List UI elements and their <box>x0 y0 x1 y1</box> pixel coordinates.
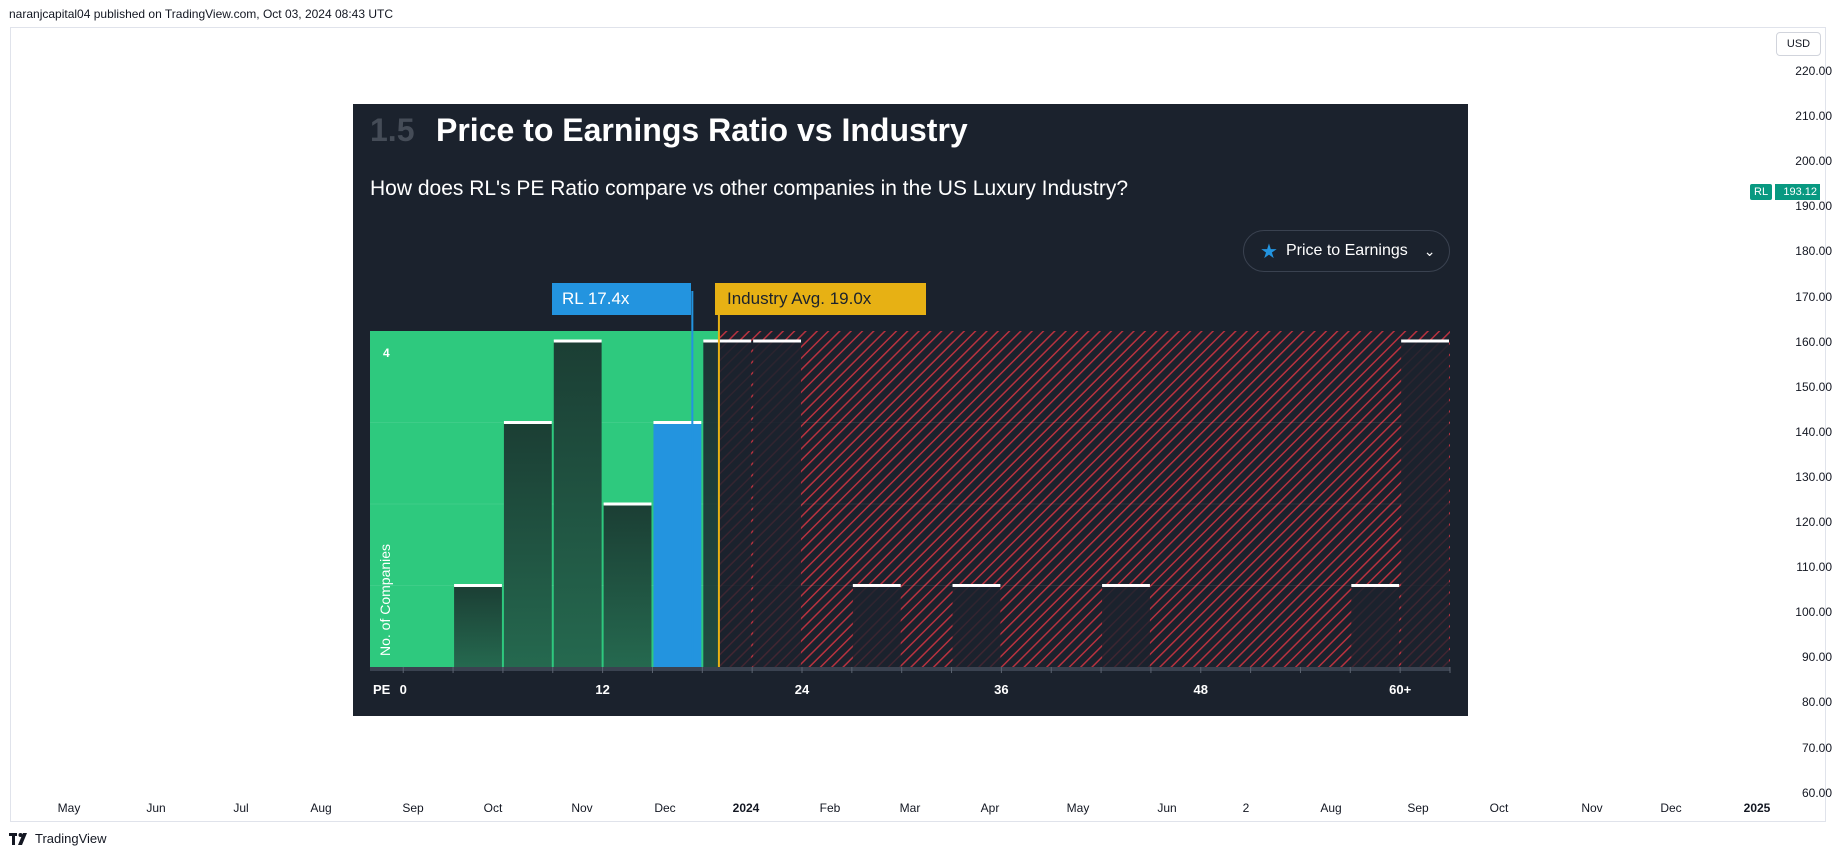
histogram-bar <box>1401 341 1449 667</box>
time-tick: Oct <box>483 801 503 815</box>
price-tick: 190.00 <box>1795 199 1832 214</box>
price-tick: 110.00 <box>1796 560 1832 575</box>
price-tick: 200.00 <box>1795 154 1832 169</box>
panel-subtitle: How does RL's PE Ratio compare vs other … <box>370 177 1129 200</box>
chart-frame <box>10 27 1826 822</box>
x-axis-line <box>370 667 1450 671</box>
price-tick: 170.00 <box>1795 289 1832 304</box>
histogram-bar <box>503 422 552 667</box>
time-tick: Aug <box>1320 801 1342 815</box>
time-tick: Apr <box>980 801 1000 815</box>
x-tick-label: 12 <box>595 682 609 697</box>
histogram-bar <box>454 585 502 667</box>
time-tick: Aug <box>310 801 332 815</box>
time-tick: Sep <box>402 801 424 815</box>
rl-bar <box>653 422 702 667</box>
pe-histogram: PE 0 12 24 36 48 60+ No. of Companies 4 <box>370 291 1451 697</box>
brand-name: TradingView <box>35 831 107 846</box>
histogram-bar <box>852 585 901 667</box>
time-tick: May <box>57 801 81 815</box>
time-tick: Dec <box>1660 801 1682 815</box>
price-tick: 80.00 <box>1801 695 1832 710</box>
price-tick: 180.00 <box>1795 244 1832 259</box>
price-tick: 130.00 <box>1795 469 1832 484</box>
histogram-bar <box>603 504 652 667</box>
price-tick: 220.00 <box>1795 64 1832 78</box>
last-price-badge: 193.12 <box>1775 184 1820 200</box>
symbol-badge: RL <box>1750 184 1773 200</box>
time-tick: Jul <box>233 801 249 815</box>
time-tick: 2 <box>1242 801 1250 815</box>
time-tick: Nov <box>1581 801 1603 815</box>
x-tick-label: 0 <box>400 682 407 697</box>
time-tick: Jun <box>1157 801 1177 815</box>
time-tick: Sep <box>1407 801 1429 815</box>
time-tick: Mar <box>899 801 921 815</box>
y-tick-label: 4 <box>383 346 390 360</box>
section-number: 1.5 <box>370 112 415 148</box>
price-tick: 60.00 <box>1801 785 1832 800</box>
currency-button[interactable]: USD <box>1776 32 1821 56</box>
histogram-bar <box>952 585 1001 667</box>
star-icon: ★ <box>1260 240 1278 263</box>
time-tick: 2024 <box>732 801 760 815</box>
time-tick: Nov <box>571 801 593 815</box>
x-tick-label: 24 <box>795 682 810 697</box>
chevron-down-icon: ⌄ <box>1423 242 1436 259</box>
price-tick: 70.00 <box>1801 740 1832 755</box>
price-tick: 150.00 <box>1795 379 1832 394</box>
y-axis-label: No. of Companies <box>377 544 393 656</box>
price-tick: 210.00 <box>1795 109 1832 124</box>
metric-dropdown-label: Price to Earnings <box>1285 242 1408 259</box>
time-tick: 2025 <box>1743 801 1771 815</box>
tradingview-logo[interactable]: TradingView <box>9 831 107 846</box>
histogram-bar <box>753 341 801 667</box>
x-tick-label: 36 <box>994 682 1008 697</box>
overvalued-zone <box>718 331 1450 667</box>
price-tick: 100.00 <box>1795 605 1832 620</box>
price-tick: 90.00 <box>1801 650 1832 665</box>
histogram-bar <box>703 341 752 667</box>
metric-dropdown[interactable]: ★ Price to Earnings ⌄ <box>1243 230 1450 272</box>
histogram-bar <box>1351 585 1400 667</box>
rl-pe-tag: RL 17.4x <box>552 283 691 315</box>
price-tick: 140.00 <box>1795 424 1832 439</box>
price-tick: 120.00 <box>1795 515 1832 529</box>
panel-title: Price to Earnings Ratio vs Industry <box>436 112 968 148</box>
x-tick-label: 60+ <box>1389 682 1411 697</box>
price-tick: 160.00 <box>1795 334 1832 349</box>
histogram-bar <box>553 341 602 667</box>
x-tick-label: 48 <box>1194 682 1208 697</box>
time-tick: Feb <box>819 801 841 815</box>
publish-info: naranjcapital04 published on TradingView… <box>9 7 394 21</box>
time-tick: May <box>1066 801 1090 815</box>
x-axis-label: PE <box>373 682 391 697</box>
tradingview-icon <box>9 832 27 845</box>
industry-avg-tag: Industry Avg. 19.0x <box>715 283 926 315</box>
time-tick: Dec <box>654 801 676 815</box>
pe-comparison-panel: 1.5 Price to Earnings Ratio vs Industry … <box>353 104 1468 716</box>
time-tick: Oct <box>1489 801 1509 815</box>
time-tick: Jun <box>146 801 166 815</box>
histogram-bar <box>1102 585 1150 667</box>
